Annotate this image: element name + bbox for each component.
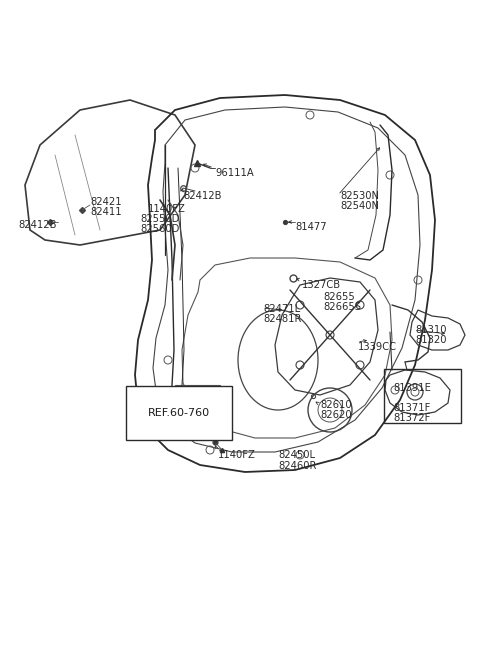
Text: 82460R: 82460R — [278, 461, 316, 471]
Text: 82530N: 82530N — [340, 191, 379, 201]
Text: 82665S: 82665S — [323, 302, 361, 312]
Text: 82540N: 82540N — [340, 201, 379, 211]
Text: 81371F: 81371F — [393, 403, 431, 413]
Text: 82471L: 82471L — [263, 304, 300, 314]
Text: 82610: 82610 — [320, 400, 352, 410]
Text: 81372F: 81372F — [393, 413, 431, 423]
Text: 81310: 81310 — [415, 325, 446, 335]
Text: 1140FZ: 1140FZ — [218, 450, 256, 460]
Text: 81320: 81320 — [415, 335, 446, 345]
Text: 82481R: 82481R — [263, 314, 301, 324]
Text: 82550D: 82550D — [140, 214, 180, 224]
Text: 82620: 82620 — [320, 410, 352, 420]
Text: 1327CB: 1327CB — [302, 280, 341, 290]
Text: 1339CC: 1339CC — [358, 342, 397, 352]
Text: 82412B: 82412B — [183, 191, 221, 201]
Text: 81391E: 81391E — [393, 383, 431, 393]
Text: REF.60-760: REF.60-760 — [148, 408, 210, 418]
Text: 1140FZ: 1140FZ — [148, 204, 186, 214]
Text: 81477: 81477 — [295, 222, 326, 232]
Bar — [175, 385, 220, 415]
Text: 82411: 82411 — [90, 207, 121, 217]
Text: 82655: 82655 — [323, 292, 355, 302]
Text: 82412B: 82412B — [18, 220, 57, 230]
Text: 96111A: 96111A — [215, 168, 254, 178]
Text: 82450L: 82450L — [278, 450, 315, 460]
Text: 82560D: 82560D — [140, 224, 180, 234]
Text: 82421: 82421 — [90, 197, 121, 207]
